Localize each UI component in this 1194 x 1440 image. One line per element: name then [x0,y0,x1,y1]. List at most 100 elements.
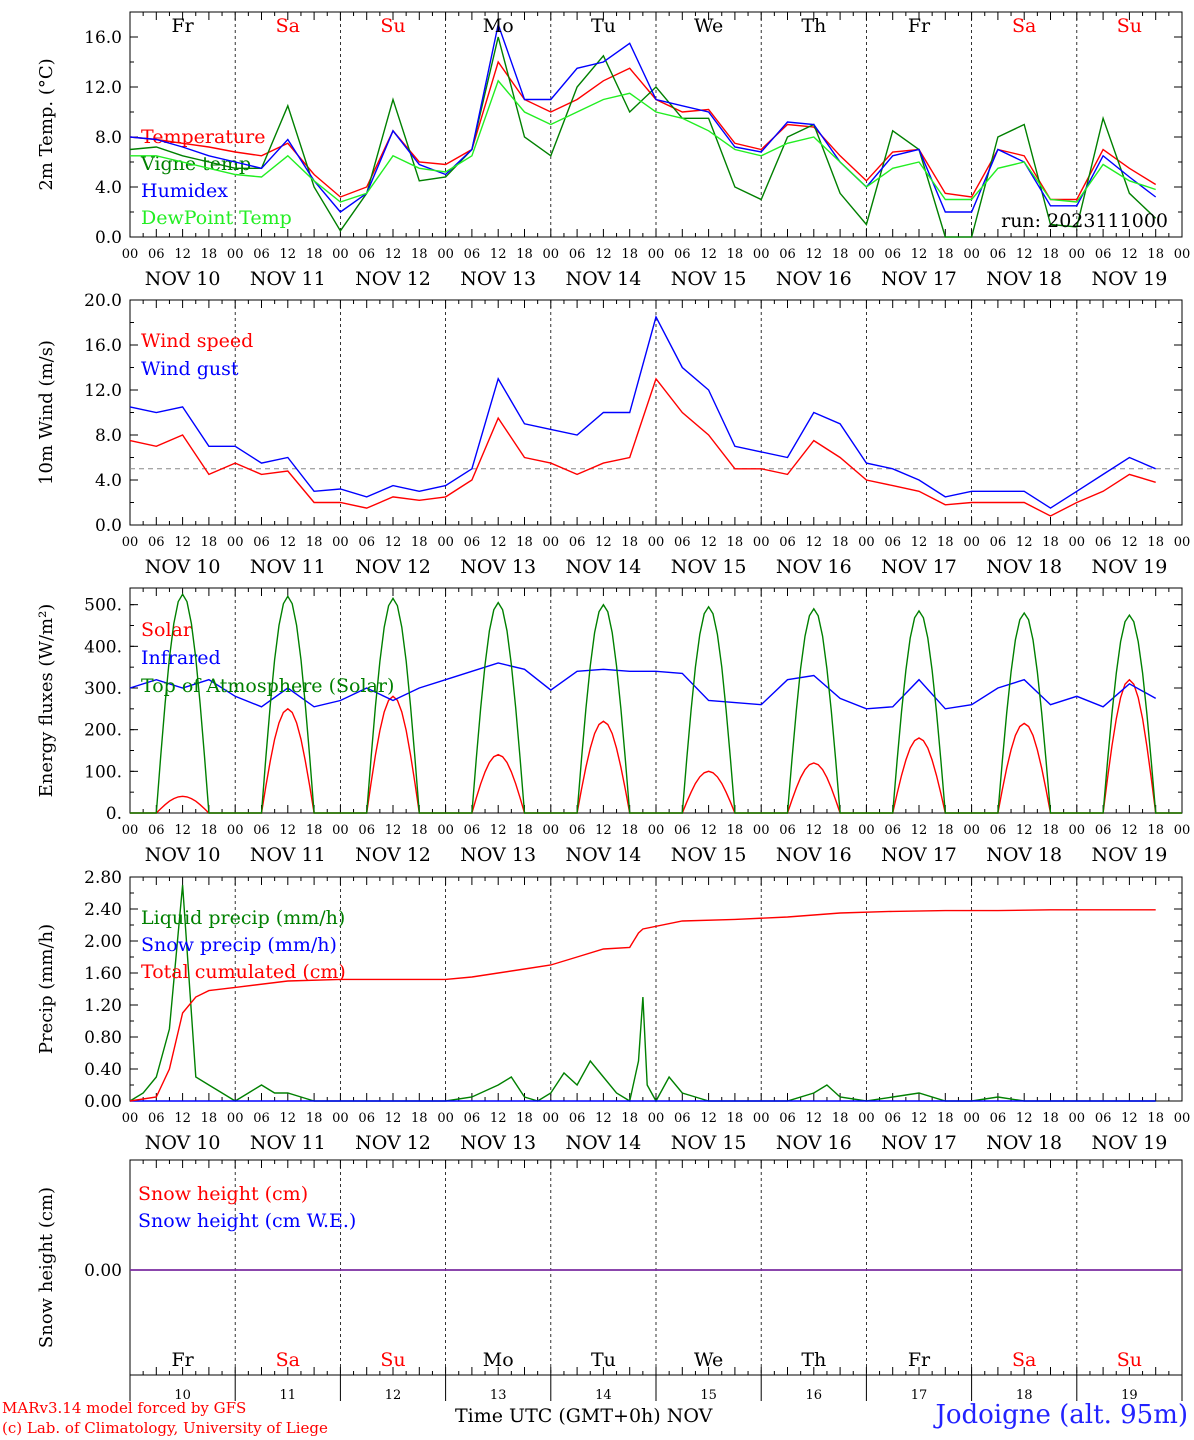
hour-label: 12 [700,1111,717,1126]
date-label: NOV 18 [986,1132,1062,1154]
hour-label: 18 [201,535,218,550]
hour-label: 00 [648,1111,665,1126]
hour-label: 12 [280,535,297,550]
hour-label: 06 [253,535,270,550]
legend-entry: Liquid precip (mm/h) [141,907,345,929]
weekday-label: We [694,1349,723,1371]
x-axis-title: Time UTC (GMT+0h) NOV [455,1405,713,1427]
legend-entry: Total cumulated (cm) [141,961,346,983]
day-number-label: 14 [595,1388,612,1403]
date-label: NOV 14 [565,844,641,866]
hour-label: 00 [963,823,980,838]
hour-label: 12 [1121,823,1138,838]
hour-label: 12 [385,1111,402,1126]
hour-label: 12 [700,823,717,838]
hour-label: 12 [490,247,507,262]
weekday-label: Tu [591,15,616,37]
hour-label: 18 [411,823,428,838]
hour-label: 06 [779,535,796,550]
hour-label: 00 [332,823,349,838]
hour-label: 18 [306,535,323,550]
y-tick-label: 0. [106,804,122,824]
panel-frame-2 [129,587,1183,814]
hour-label: 06 [253,823,270,838]
weekday-label: Su [1117,15,1142,37]
date-label: NOV 18 [986,556,1062,578]
hour-label: 06 [1095,247,1112,262]
y-tick-label: 20.0 [84,291,122,311]
hour-label: 00 [227,247,244,262]
hour-label: 06 [884,1111,901,1126]
hour-label: 06 [990,823,1007,838]
hour-label: 06 [674,535,691,550]
y-tick-label: 400. [84,637,122,657]
hour-label: 18 [516,535,533,550]
hour-label: 06 [569,823,586,838]
hour-label: 18 [621,823,638,838]
y-tick-label: 1.60 [84,964,122,984]
y-tick-label: 8.0 [95,128,122,148]
legend-entry: Solar [141,619,193,641]
hour-label: 18 [937,823,954,838]
series-line-liquid-precip-mm-h- [129,884,1156,1103]
hour-label: 00 [858,247,875,262]
weekday-label: Sa [1012,1349,1036,1371]
date-label: NOV 19 [1091,268,1167,290]
hour-label: 06 [779,247,796,262]
date-label: NOV 10 [145,1132,221,1154]
legend-entry: Snow height (cm W.E.) [138,1210,356,1232]
hour-label: 00 [858,535,875,550]
hour-label: 06 [779,823,796,838]
hour-label: 00 [543,823,560,838]
y-axis-title: Snow height (cm) [36,1187,57,1348]
hour-label: 12 [700,535,717,550]
hour-label: 00 [963,535,980,550]
hour-label: 18 [832,247,849,262]
date-label: NOV 10 [145,556,221,578]
date-label: NOV 11 [250,268,326,290]
hour-label: 12 [806,823,823,838]
hour-label: 06 [358,247,375,262]
date-label: NOV 16 [776,844,852,866]
hour-label: 06 [884,535,901,550]
day-number-label: 11 [280,1388,297,1403]
y-axis-title: 2m Temp. (°C) [36,58,57,190]
hour-label: 06 [358,1111,375,1126]
hour-label: 12 [806,535,823,550]
hour-label: 00 [1174,535,1191,550]
hour-label: 00 [227,1111,244,1126]
y-axis-title: Precip (mm/h) [36,924,57,1054]
hour-label: 00 [332,1111,349,1126]
hour-label: 12 [280,247,297,262]
hour-label: 00 [858,1111,875,1126]
hour-label: 18 [937,247,954,262]
hour-label: 18 [832,823,849,838]
hour-label: 06 [569,1111,586,1126]
date-label: NOV 11 [250,1132,326,1154]
legend-entry: DewPoint Temp [141,207,292,229]
legend-entry: Top of Atmosphere (Solar) [141,675,394,697]
legend-entry: Wind speed [141,330,253,352]
weekday-label: We [694,15,723,37]
y-tick-label: 0.80 [84,1028,122,1048]
hour-label: 12 [174,247,191,262]
date-label: NOV 14 [565,1132,641,1154]
date-label: NOV 17 [881,844,957,866]
day-number-label: 10 [174,1388,191,1403]
date-label: NOV 17 [881,556,957,578]
hour-label: 06 [674,823,691,838]
series-line-temperature [129,60,1157,201]
date-label: NOV 16 [776,556,852,578]
hour-label: 12 [280,823,297,838]
weekday-label: Mo [483,1349,514,1371]
legend-entry: Snow precip (mm/h) [141,934,337,956]
series-line-wind-gust [129,314,1156,509]
weekday-label: Su [380,1349,405,1371]
hour-label: 06 [990,535,1007,550]
hour-label: 18 [1042,823,1059,838]
weekday-label: Fr [171,15,194,37]
hour-label: 12 [806,247,823,262]
day-number-label: 19 [1121,1388,1138,1403]
hour-label: 06 [884,823,901,838]
